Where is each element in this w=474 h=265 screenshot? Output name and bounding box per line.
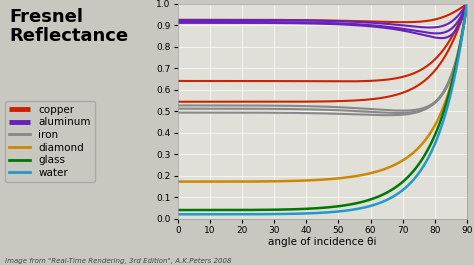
X-axis label: angle of incidence θi: angle of incidence θi — [268, 237, 376, 247]
Legend: copper, aluminum, iron, diamond, glass, water: copper, aluminum, iron, diamond, glass, … — [5, 101, 95, 182]
Text: Fresnel
Reflectance: Fresnel Reflectance — [9, 8, 128, 45]
Text: Image from "Real-Time Rendering, 3rd Edition", A.K.Peters 2008: Image from "Real-Time Rendering, 3rd Edi… — [5, 258, 231, 264]
